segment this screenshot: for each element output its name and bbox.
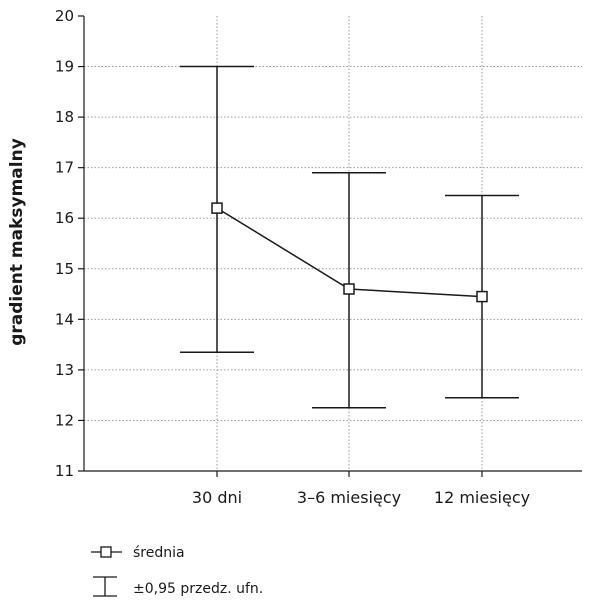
legend-ci-label: ±0,95 przedz. ufn. [133, 581, 263, 597]
y-axis-label: gradient maksymalny [7, 138, 27, 346]
x-tick-label: 3–6 miesięcy [297, 488, 401, 507]
y-tick-label: 12 [55, 411, 74, 429]
legend-ci-symbol [93, 576, 117, 597]
mean-marker [476, 290, 488, 303]
y-tick-label: 18 [55, 108, 74, 126]
legend-mean-marker [100, 546, 112, 558]
y-tick-label: 16 [55, 209, 74, 227]
y-tick-label: 14 [55, 310, 74, 328]
x-tick-label: 12 miesięcy [434, 488, 530, 507]
mean-series [211, 202, 488, 303]
y-tick-label: 17 [55, 159, 74, 177]
axes [78, 15, 582, 477]
mean-marker [211, 202, 223, 214]
y-tick-label: 13 [55, 361, 74, 379]
mean-marker [343, 283, 355, 295]
y-tick-label: 15 [55, 260, 74, 278]
legend-item-confidence: ±0,95 przedz. ufn. [93, 576, 263, 597]
y-tick-label: 19 [55, 58, 74, 76]
legend-mean-label: średnia [133, 545, 185, 561]
tick-labels: 11 12 13 14 15 16 17 18 19 20 30 dni 3–6 miesięcy 12… [55, 7, 530, 507]
y-tick-label: 20 [55, 7, 74, 25]
legend-item-mean: średnia [91, 545, 185, 561]
y-tick-label: 11 [55, 462, 74, 480]
legend-mean-symbol [91, 546, 122, 558]
gridlines [84, 16, 582, 471]
x-tick-label: 30 dni [192, 488, 242, 507]
legend: średnia ±0,95 przedz. ufn. [91, 545, 263, 597]
